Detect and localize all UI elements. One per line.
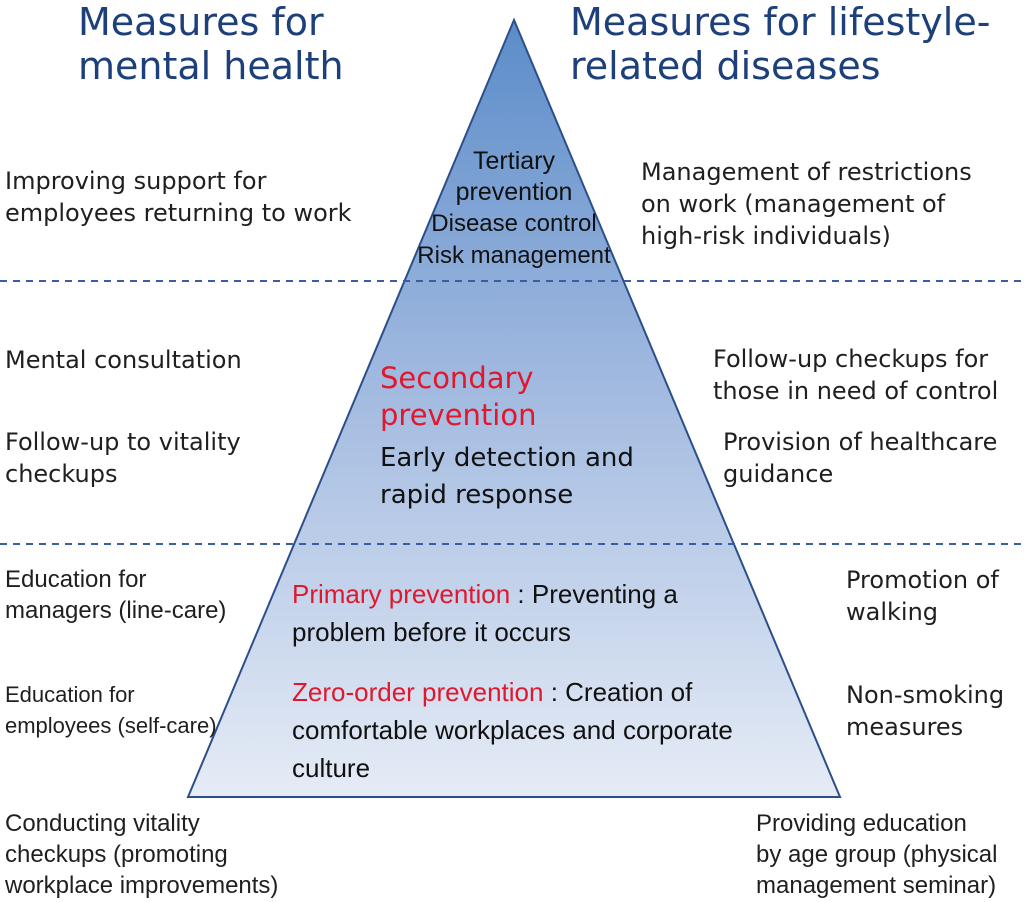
left-item-mental-consultation: Mental consultation <box>5 346 242 374</box>
right-item-healthcare-guidance: Provision of healthcare guidance <box>723 428 998 488</box>
pyramid-triangle <box>186 17 842 798</box>
right-item-walking: Promotion of walking <box>846 566 999 626</box>
tier-primary: Primary prevention : Preventing a proble… <box>292 575 792 651</box>
tier-tertiary-line1: Disease control <box>431 210 597 237</box>
tier-primary-title: Primary prevention <box>292 579 511 609</box>
tier-secondary-title: Secondary prevention <box>380 361 537 432</box>
heading-mental-health: Measures for mental health <box>78 0 344 88</box>
right-item-age-group-education: Providing education by age group (physic… <box>756 810 998 899</box>
left-item-returning-support: Improving support for employees returnin… <box>5 167 352 227</box>
tier-zero-order-separator: : <box>543 677 566 707</box>
tier-zero-order-title: Zero-order prevention <box>292 677 544 707</box>
heading-lifestyle-diseases: Measures for lifestyle- related diseases <box>570 0 991 88</box>
tier-tertiary-line2: Risk management <box>417 242 611 269</box>
right-item-followup-checkups: Follow-up checkups for those in need of … <box>713 345 999 405</box>
left-item-managers-education: Education for managers (line-care) <box>5 566 227 624</box>
right-item-non-smoking: Non-smoking measures <box>846 681 1005 741</box>
tier-secondary-desc: Early detection and rapid response <box>380 443 634 510</box>
right-item-work-restrictions: Management of restrictions on work (mana… <box>641 158 972 250</box>
tier-tertiary-title: Tertiary prevention <box>455 147 573 206</box>
left-item-employees-education: Education for employees (self-care) <box>5 682 217 738</box>
left-item-vitality-followup: Follow-up to vitality checkups <box>5 428 241 488</box>
tier-primary-desc-rest: problem before it occurs <box>292 617 571 647</box>
tier-primary-separator: : <box>510 579 532 609</box>
tier-secondary: Secondary prevention Early detection and… <box>380 360 700 514</box>
tier-primary-desc-first: Preventing a <box>531 579 678 609</box>
left-item-vitality-checkups: Conducting vitality checkups (promoting … <box>5 810 279 899</box>
tier-zero-order-desc-rest: comfortable workplaces and corporate cul… <box>292 715 733 783</box>
tier-tertiary: Tertiary prevention Disease control Risk… <box>404 146 624 272</box>
tier-zero-order-desc-first: Creation of <box>565 677 693 707</box>
tier-zero-order: Zero-order prevention : Creation of comf… <box>292 673 812 787</box>
